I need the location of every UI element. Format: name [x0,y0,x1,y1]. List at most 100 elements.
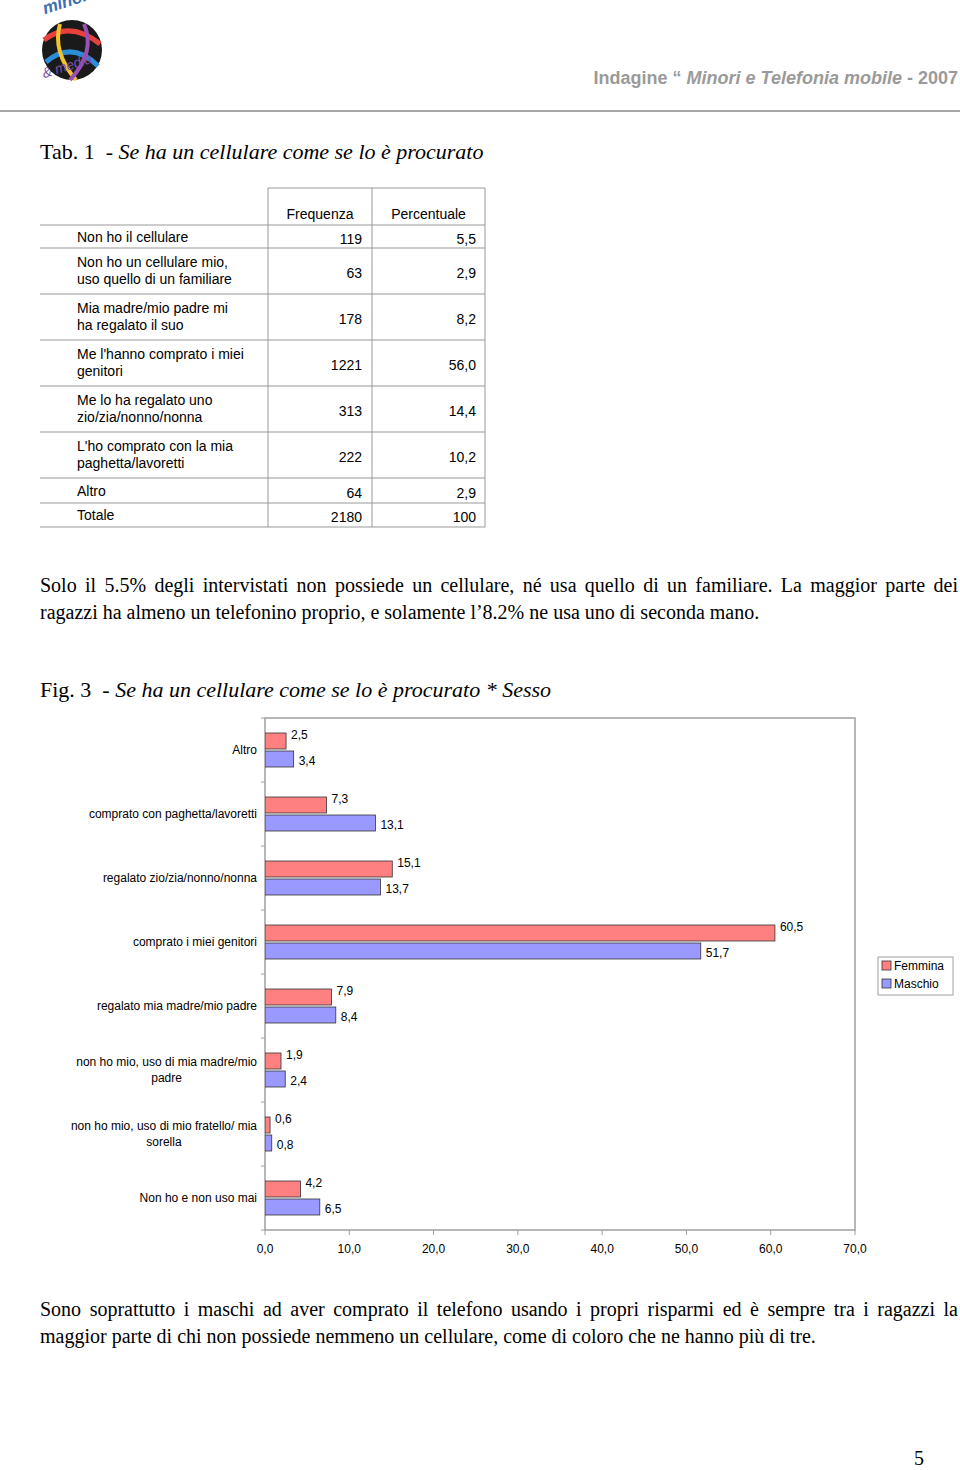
figure-caption: Fig. 3 - Se ha un cellulare come se lo è… [40,677,551,703]
caption-title: Se ha un cellulare come se lo è procurat… [119,139,484,164]
x-tick [770,1230,771,1235]
data-label: 2,4 [290,1074,307,1088]
bar [265,1007,336,1023]
bar [265,861,392,877]
data-label: 6,5 [325,1202,342,1216]
x-tick [855,1230,856,1235]
bar [265,751,294,767]
bar [265,925,775,941]
table-cell: 178 [339,311,362,327]
chart: 0,010,020,030,040,050,060,070,02,57,315,… [257,718,953,1256]
category-boundary [261,910,265,911]
x-tick [517,1230,518,1235]
caption-label: Tab. 1 - [40,139,119,164]
category-boundary [261,846,265,847]
table-header: Percentuale [372,206,485,222]
table-cell: 2,9 [457,485,476,501]
x-tick [265,1230,266,1235]
table-rule [40,432,485,433]
data-label: 15,1 [397,856,421,870]
category-boundary [261,1038,265,1039]
data-label: 1,9 [286,1048,303,1062]
header-text: Indagine “ [594,68,687,88]
x-tick-label: 30,0 [506,1242,530,1256]
bar [265,815,375,831]
table-cell: 119 [340,231,362,247]
bar [265,1181,300,1197]
legend-label: Maschio [894,977,939,991]
table-cell: 63 [346,265,362,281]
data-labels: 2,57,315,160,57,91,90,64,23,413,113,751,… [275,728,804,1216]
table-cell: 222 [339,449,362,465]
table-cell: Non ho un cellulare mio, uso quello di u… [77,254,232,288]
category-label: Non ho e non uso mai [140,1190,257,1206]
legend-label: Femmina [894,959,944,973]
data-label: 2,5 [291,728,308,742]
bar [265,1135,272,1151]
header-title: Indagine “ Minori e Telefonia mobile - 2… [594,68,958,89]
table-rule [268,188,485,189]
table-rule [268,188,269,527]
header-text: Minori e Telefonia mobile [687,68,902,88]
data-label: 4,2 [305,1176,322,1190]
page-number: 5 [914,1447,924,1470]
page: 0,010,020,030,040,050,060,070,02,57,315,… [0,0,960,1470]
bar [265,1117,270,1133]
table-cell: 2,9 [457,265,476,281]
bar [265,733,286,749]
bars [265,733,775,1215]
table-cell: 100 [453,509,476,525]
x-tick-label: 50,0 [675,1242,699,1256]
table-rule [40,478,485,479]
table-cell: L'ho comprato con la mia paghetta/lavore… [77,438,233,472]
table-cell: Non ho il cellulare [77,228,188,245]
table-rule [40,225,485,226]
category-boundary [261,1230,265,1231]
x-tick-label: 20,0 [422,1242,446,1256]
bar [265,943,701,959]
table-rule [40,527,485,528]
category-label: regalato mia madre/mio padre [97,998,257,1014]
table-cell: 8,2 [457,311,476,327]
table-rule [372,188,373,527]
category-boundary [261,1166,265,1167]
table-cell: 2180 [331,509,362,525]
header-text: - 2007 [902,68,958,88]
table-rule [40,248,485,249]
data-label: 8,4 [341,1010,358,1024]
table-cell: 64 [346,485,362,501]
table-cell: Totale [77,507,114,524]
table-cell: Mia madre/mio padre mi ha regalato il su… [77,300,228,334]
plot-frame [265,718,855,1230]
table-cell: 14,4 [449,403,476,419]
x-tick [433,1230,434,1235]
category-boundary [261,1102,265,1103]
legend-swatch [882,961,891,970]
table-cell: 1221 [331,357,362,373]
table-rule [40,386,485,387]
category-label: Altro [232,742,257,758]
table-cell: 313 [339,403,362,419]
x-tick [349,1230,350,1235]
logo-text: minori [40,0,96,19]
header-rule [0,110,960,112]
table-rule [485,188,486,527]
data-label: 13,7 [385,882,409,896]
table-rule [40,503,485,504]
x-tick-label: 70,0 [843,1242,867,1256]
category-label: non ho mio, uso di mio fratello/ mia sor… [71,1118,257,1150]
table-cell: 10,2 [449,449,476,465]
x-tick-label: 60,0 [759,1242,783,1256]
category-label: regalato zio/zia/nonno/nonna [103,870,257,886]
legend-box [878,957,953,995]
category-boundary [261,718,265,719]
legend: Femmina Maschio [878,957,953,995]
legend-swatch [882,979,891,988]
logo-arc [44,31,100,44]
chart-title: Se ha un cellulare come se lo è procurat… [115,677,551,702]
x-tick-label: 40,0 [590,1242,614,1256]
data-label: 3,4 [299,754,316,768]
table-cell: Me l'hanno comprato i miei genitori [77,346,244,380]
table-cell: 56,0 [449,357,476,373]
paragraph: Sono soprattutto i maschi ad aver compra… [40,1296,958,1350]
